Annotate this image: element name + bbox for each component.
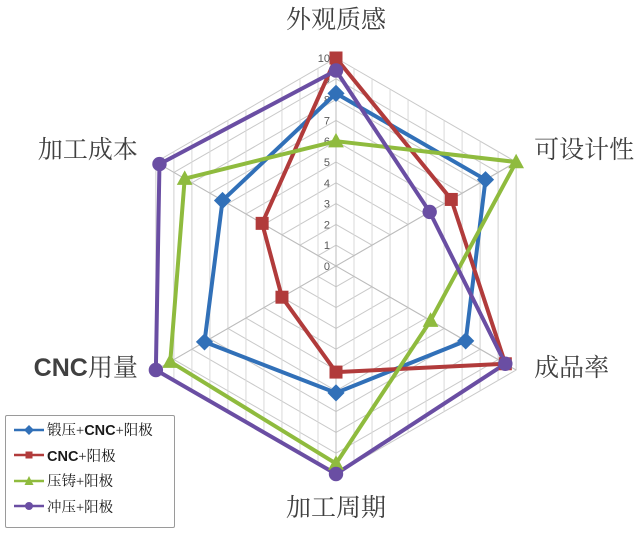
svg-text:可设计性: 可设计性 <box>534 136 634 164</box>
svg-text:加工周期: 加工周期 <box>286 494 386 522</box>
svg-text:CNC用量: CNC用量 <box>34 354 138 382</box>
svg-text:0: 0 <box>324 261 330 273</box>
svg-text:1: 1 <box>324 240 330 252</box>
svg-text:4: 4 <box>324 178 330 190</box>
svg-text:加工成本: 加工成本 <box>38 136 138 164</box>
svg-text:7: 7 <box>324 115 330 127</box>
svg-text:10: 10 <box>318 53 330 65</box>
svg-text:成品率: 成品率 <box>534 354 609 382</box>
svg-text:5: 5 <box>324 157 330 169</box>
svg-text:2: 2 <box>324 219 330 231</box>
svg-text:3: 3 <box>324 199 330 211</box>
svg-text:外观质感: 外观质感 <box>286 6 386 34</box>
